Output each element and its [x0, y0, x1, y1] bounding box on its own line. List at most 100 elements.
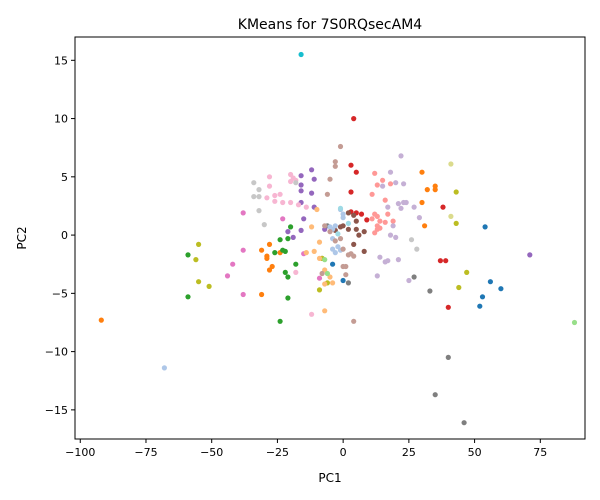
- data-point: [351, 318, 357, 324]
- data-point: [393, 234, 399, 240]
- data-point: [340, 215, 346, 221]
- data-point: [282, 248, 288, 254]
- data-point: [340, 263, 346, 270]
- data-point: [464, 269, 470, 275]
- data-point: [351, 253, 357, 259]
- data-point: [374, 182, 380, 188]
- data-point: [277, 318, 283, 324]
- data-point: [293, 261, 299, 267]
- data-point: [353, 218, 359, 224]
- data-point: [196, 241, 202, 247]
- data-point: [322, 308, 328, 314]
- data-point: [374, 273, 380, 279]
- data-point: [479, 294, 486, 300]
- data-point: [382, 197, 388, 203]
- data-point: [364, 217, 370, 223]
- data-point: [303, 204, 309, 210]
- x-tick-label: 0: [340, 446, 347, 459]
- data-point: [393, 180, 399, 186]
- data-point: [293, 180, 299, 186]
- data-point: [432, 392, 438, 398]
- y-tick-label: 5: [61, 171, 68, 184]
- y-axis: −15 −10 −5 0 5 10 15: [45, 54, 75, 417]
- data-point: [358, 211, 365, 217]
- data-point: [277, 191, 283, 197]
- data-point: [256, 187, 262, 193]
- data-point: [330, 280, 336, 286]
- data-point: [193, 257, 199, 263]
- data-point: [453, 189, 459, 195]
- x-tick-label: −75: [134, 446, 157, 459]
- y-tick-label: 0: [61, 229, 68, 242]
- data-point: [432, 187, 438, 193]
- data-point: [256, 208, 262, 214]
- data-point: [272, 198, 278, 204]
- data-point: [309, 190, 315, 196]
- data-point: [259, 291, 265, 298]
- data-point: [185, 252, 191, 258]
- data-point: [345, 280, 351, 286]
- data-point: [385, 204, 391, 210]
- data-point: [345, 226, 351, 232]
- data-point: [351, 116, 357, 122]
- data-point: [351, 212, 357, 218]
- x-tick-label: 50: [468, 446, 482, 459]
- data-point: [251, 194, 257, 200]
- data-point: [377, 218, 383, 224]
- y-tick-label: 15: [54, 54, 68, 67]
- data-point: [251, 180, 257, 186]
- data-point: [290, 234, 296, 240]
- data-point: [453, 220, 459, 226]
- data-point: [330, 261, 336, 267]
- data-point: [448, 213, 454, 219]
- data-point: [348, 189, 354, 195]
- x-tick-label: 75: [533, 446, 547, 459]
- data-point: [406, 277, 412, 284]
- data-point: [337, 224, 344, 230]
- data-point: [224, 273, 231, 279]
- data-point: [303, 250, 309, 256]
- data-point: [288, 178, 294, 185]
- data-point: [356, 232, 362, 238]
- data-point: [374, 213, 380, 219]
- data-point: [477, 303, 483, 309]
- y-axis-label: PC2: [15, 226, 29, 249]
- data-point: [337, 205, 344, 211]
- data-point: [288, 199, 294, 206]
- data-point: [395, 201, 401, 207]
- x-axis-label: PC1: [318, 471, 341, 485]
- data-point: [390, 218, 396, 224]
- data-point: [266, 174, 273, 180]
- data-point: [571, 319, 578, 326]
- data-point: [98, 317, 104, 323]
- data-point: [285, 236, 291, 242]
- data-point: [298, 51, 304, 58]
- data-point: [295, 202, 302, 208]
- data-point: [266, 183, 273, 189]
- y-tick-label: −5: [52, 287, 68, 300]
- data-point: [414, 246, 420, 252]
- data-point: [335, 231, 341, 237]
- data-point: [372, 170, 378, 176]
- data-point: [280, 199, 286, 206]
- data-point: [461, 420, 467, 426]
- data-point: [285, 295, 291, 301]
- data-point: [337, 143, 344, 150]
- data-point: [487, 279, 493, 285]
- data-point: [324, 270, 330, 277]
- data-point: [374, 226, 380, 232]
- data-point: [298, 173, 304, 179]
- data-point: [282, 269, 288, 275]
- data-point: [185, 294, 191, 300]
- data-point: [280, 216, 286, 222]
- data-point: [311, 248, 317, 254]
- data-point: [353, 226, 359, 232]
- data-point: [345, 220, 351, 226]
- data-point: [387, 232, 394, 238]
- data-point: [351, 241, 357, 247]
- data-point: [322, 223, 328, 229]
- data-point: [230, 261, 236, 267]
- data-point: [316, 287, 323, 293]
- data-point: [322, 281, 328, 287]
- data-point: [324, 191, 330, 197]
